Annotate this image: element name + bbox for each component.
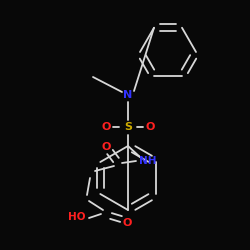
Text: O: O <box>101 142 111 152</box>
Text: HO: HO <box>68 212 86 222</box>
Text: O: O <box>122 218 132 228</box>
Text: S: S <box>124 122 132 132</box>
Text: NH: NH <box>139 156 157 166</box>
Text: O: O <box>101 122 111 132</box>
Text: O: O <box>145 122 155 132</box>
Text: N: N <box>124 90 132 100</box>
